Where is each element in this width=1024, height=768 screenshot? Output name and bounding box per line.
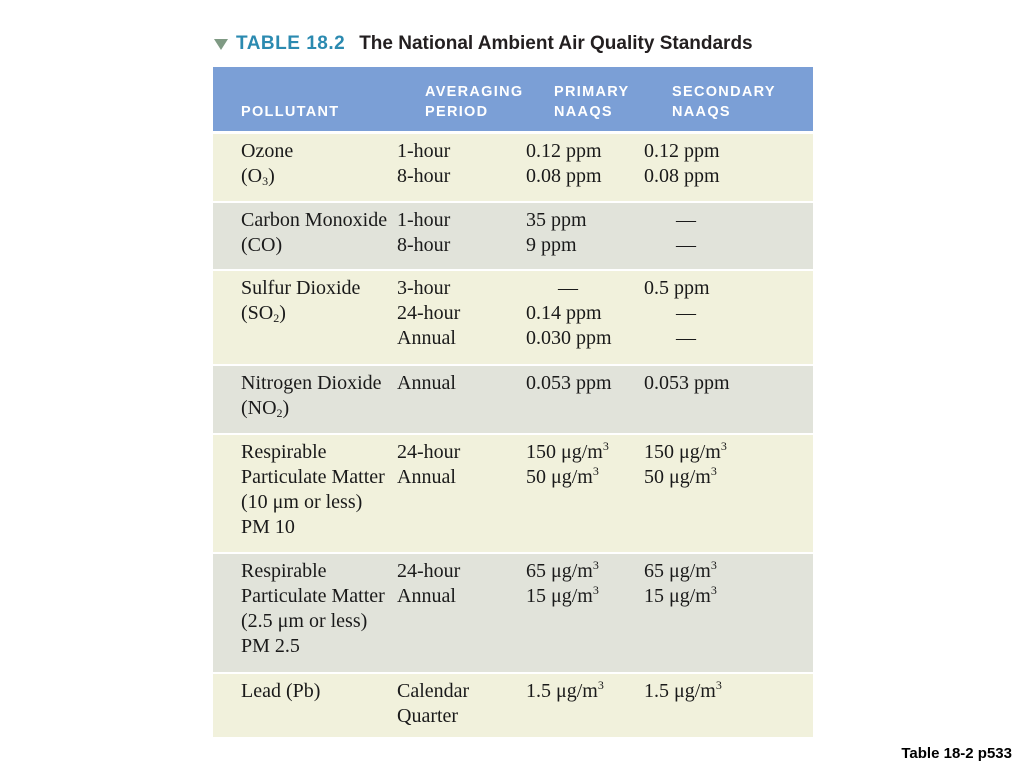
secondary-cell: 65 μg/m3 15 μg/m3 <box>644 558 717 607</box>
page-reference: Table 18-2 p533 <box>901 745 1012 762</box>
secondary-cell: 150 μg/m3 50 μg/m3 <box>644 439 727 488</box>
secondary-cell: 1.5 μg/m3 <box>644 678 722 702</box>
pollutant-cell: Respirable Particulate Matter (2.5 μm or… <box>241 560 385 657</box>
period-cell: 1-hour 8-hour <box>397 209 451 256</box>
table-header: POLLUTANT AVERAGING PERIOD PRIMARY NAAQS… <box>213 67 813 134</box>
secondary-cell: — — <box>676 209 696 256</box>
primary-cell: 65 μg/m3 15 μg/m3 <box>526 558 599 607</box>
pollutant-cell: Carbon Monoxide (CO) <box>241 209 388 256</box>
table-row-pm10: Respirable Particulate Matter (10 μm or … <box>213 435 813 554</box>
pollutant-cell: Lead (Pb) <box>241 680 321 702</box>
header-primary-naaqs: PRIMARY NAAQS <box>554 84 630 120</box>
header-secondary-naaqs: SECONDARY NAAQS <box>672 84 776 120</box>
pollutant-cell: Nitrogen Dioxide (NO2) <box>241 372 382 420</box>
secondary-cell: 0.053 ppm <box>644 372 730 394</box>
pollutant-cell: Sulfur Dioxide (SO2) <box>241 277 361 325</box>
primary-cell: 0.053 ppm <box>526 372 612 394</box>
primary-cell: 35 ppm 9 ppm <box>526 209 587 256</box>
period-cell: 3-hour 24-hour Annual <box>397 277 461 349</box>
pollutant-cell: Respirable Particulate Matter (10 μm or … <box>241 441 385 538</box>
table-number: TABLE 18.2 <box>236 33 346 54</box>
naaqs-table: POLLUTANT AVERAGING PERIOD PRIMARY NAAQS… <box>213 67 813 737</box>
primary-cell: 1.5 μg/m3 <box>526 678 604 702</box>
primary-cell: — 0.14 ppm 0.030 ppm <box>526 277 612 349</box>
period-cell: 24-hour Annual <box>397 560 461 607</box>
header-averaging-period: AVERAGING PERIOD <box>425 84 524 120</box>
period-cell: 24-hour Annual <box>397 441 461 488</box>
table-title: The National Ambient Air Quality Standar… <box>359 33 753 54</box>
secondary-cell: 0.5 ppm — — <box>644 277 710 349</box>
header-pollutant: POLLUTANT <box>241 104 340 120</box>
table-row-lead: Lead (Pb) Calendar Quarter 1.5 μg/m3 1.5… <box>213 674 813 737</box>
primary-cell: 150 μg/m3 50 μg/m3 <box>526 439 609 488</box>
table-row-nitrogen-dioxide: Nitrogen Dioxide (NO2) Annual 0.053 ppm … <box>213 366 813 435</box>
secondary-cell: 0.12 ppm 0.08 ppm <box>644 140 720 187</box>
primary-cell: 0.12 ppm 0.08 ppm <box>526 140 602 187</box>
period-cell: 1-hour 8-hour <box>397 140 451 187</box>
table-row-sulfur-dioxide: Sulfur Dioxide (SO2) 3-hour 24-hour Annu… <box>213 271 813 366</box>
period-cell: Annual <box>397 372 456 394</box>
period-cell: Calendar Quarter <box>397 680 470 727</box>
table-title-row: TABLE 18.2 The National Ambient Air Qual… <box>214 30 753 58</box>
triangle-down-icon <box>214 38 228 50</box>
table-row-pm2-5: Respirable Particulate Matter (2.5 μm or… <box>213 554 813 674</box>
table-row-carbon-monoxide: Carbon Monoxide (CO) 1-hour 8-hour 35 pp… <box>213 203 813 271</box>
pollutant-cell: Ozone (O3) <box>241 140 294 188</box>
table-row-ozone: Ozone (O3) 1-hour 8-hour 0.12 ppm 0.08 p… <box>213 134 813 203</box>
